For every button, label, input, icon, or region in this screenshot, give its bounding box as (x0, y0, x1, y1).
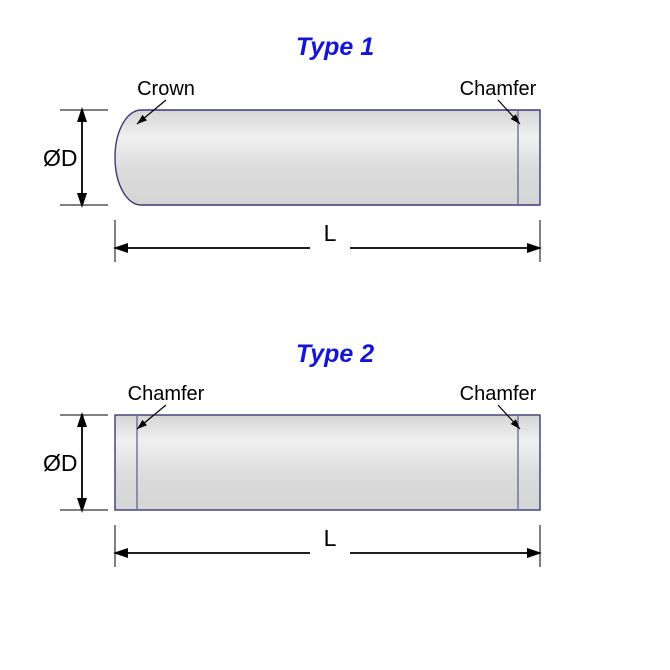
type2-chamfer-left-label: Chamfer (128, 383, 205, 405)
type2-title: Type 2 (296, 340, 374, 368)
type1-chamfer-label: Chamfer (460, 78, 537, 100)
type1-dia-label: ØD (43, 145, 78, 171)
type1-len-label: L (324, 220, 337, 246)
type2-dia-label: ØD (43, 450, 78, 476)
type1-crown-label: Crown (137, 78, 195, 100)
type2-chamfer-right-label: Chamfer (460, 383, 537, 405)
dowel-pin-types-diagram: Type 1 Crown Chamfer ØD L Type 2 Chamfer Chamfe… (0, 0, 670, 670)
type1-title: Type 1 (296, 33, 374, 61)
type2-len-label: L (324, 525, 337, 551)
